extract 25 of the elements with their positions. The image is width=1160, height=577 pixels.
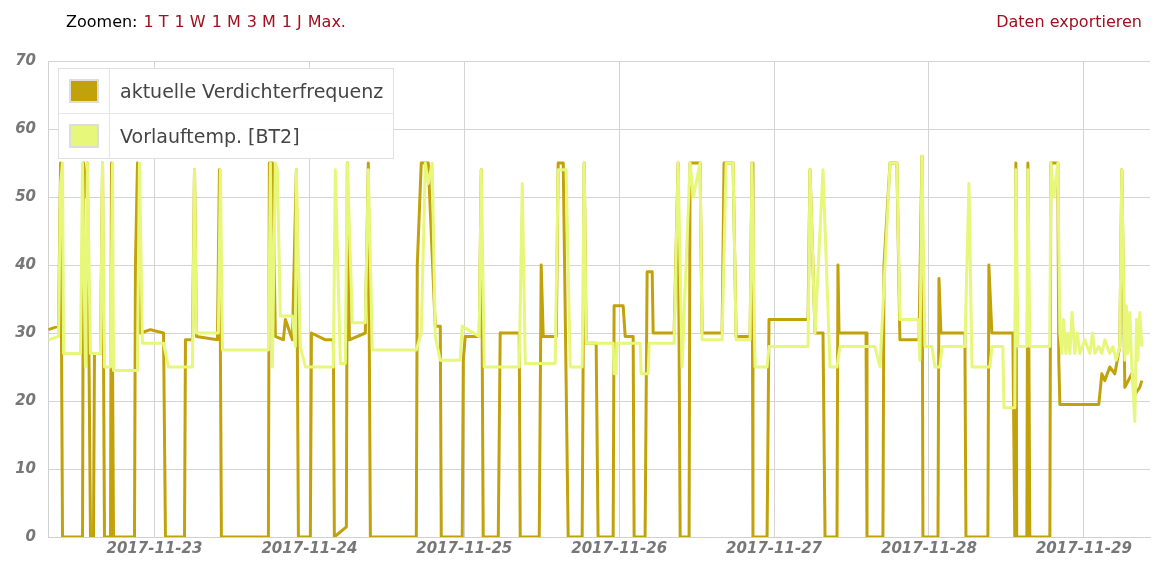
text: 1 M <box>211 12 241 31</box>
y-tick-label: 0 <box>25 526 36 545</box>
x-tick-label: 2017-11-28 <box>880 538 977 557</box>
legend-label: Vorlauftemp. [BT2] <box>109 114 310 158</box>
y-tick-label: 20 <box>15 390 36 409</box>
text: 1 W <box>174 12 206 31</box>
x-tick-label: 2017-11-24 <box>261 538 358 557</box>
x-tick-label: 2017-11-23 <box>106 538 203 557</box>
y-tick-label: 70 <box>15 50 36 69</box>
x-tick-label: 2017-11-27 <box>726 538 823 557</box>
text: 1 J <box>281 12 302 31</box>
text: Max. <box>307 12 346 31</box>
y-tick-label: 40 <box>14 254 36 273</box>
text: 3 M <box>246 12 276 31</box>
text: Daten exportieren <box>996 12 1142 31</box>
text: aktuelle Verdichterfrequenz <box>109 69 394 113</box>
x-tick-label: 2017-11-26 <box>571 538 668 557</box>
y-tick-label: 30 <box>15 322 36 341</box>
y-tick-label: 60 <box>15 118 36 137</box>
text: 1 T <box>143 12 169 31</box>
y-tick-label: 10 <box>15 458 36 477</box>
y-tick-label: 50 <box>15 186 36 205</box>
x-tick-label: 2017-11-25 <box>416 538 513 557</box>
text: Zoomen: <box>66 12 138 31</box>
x-tick-label: 2017-11-29 <box>1035 538 1132 557</box>
